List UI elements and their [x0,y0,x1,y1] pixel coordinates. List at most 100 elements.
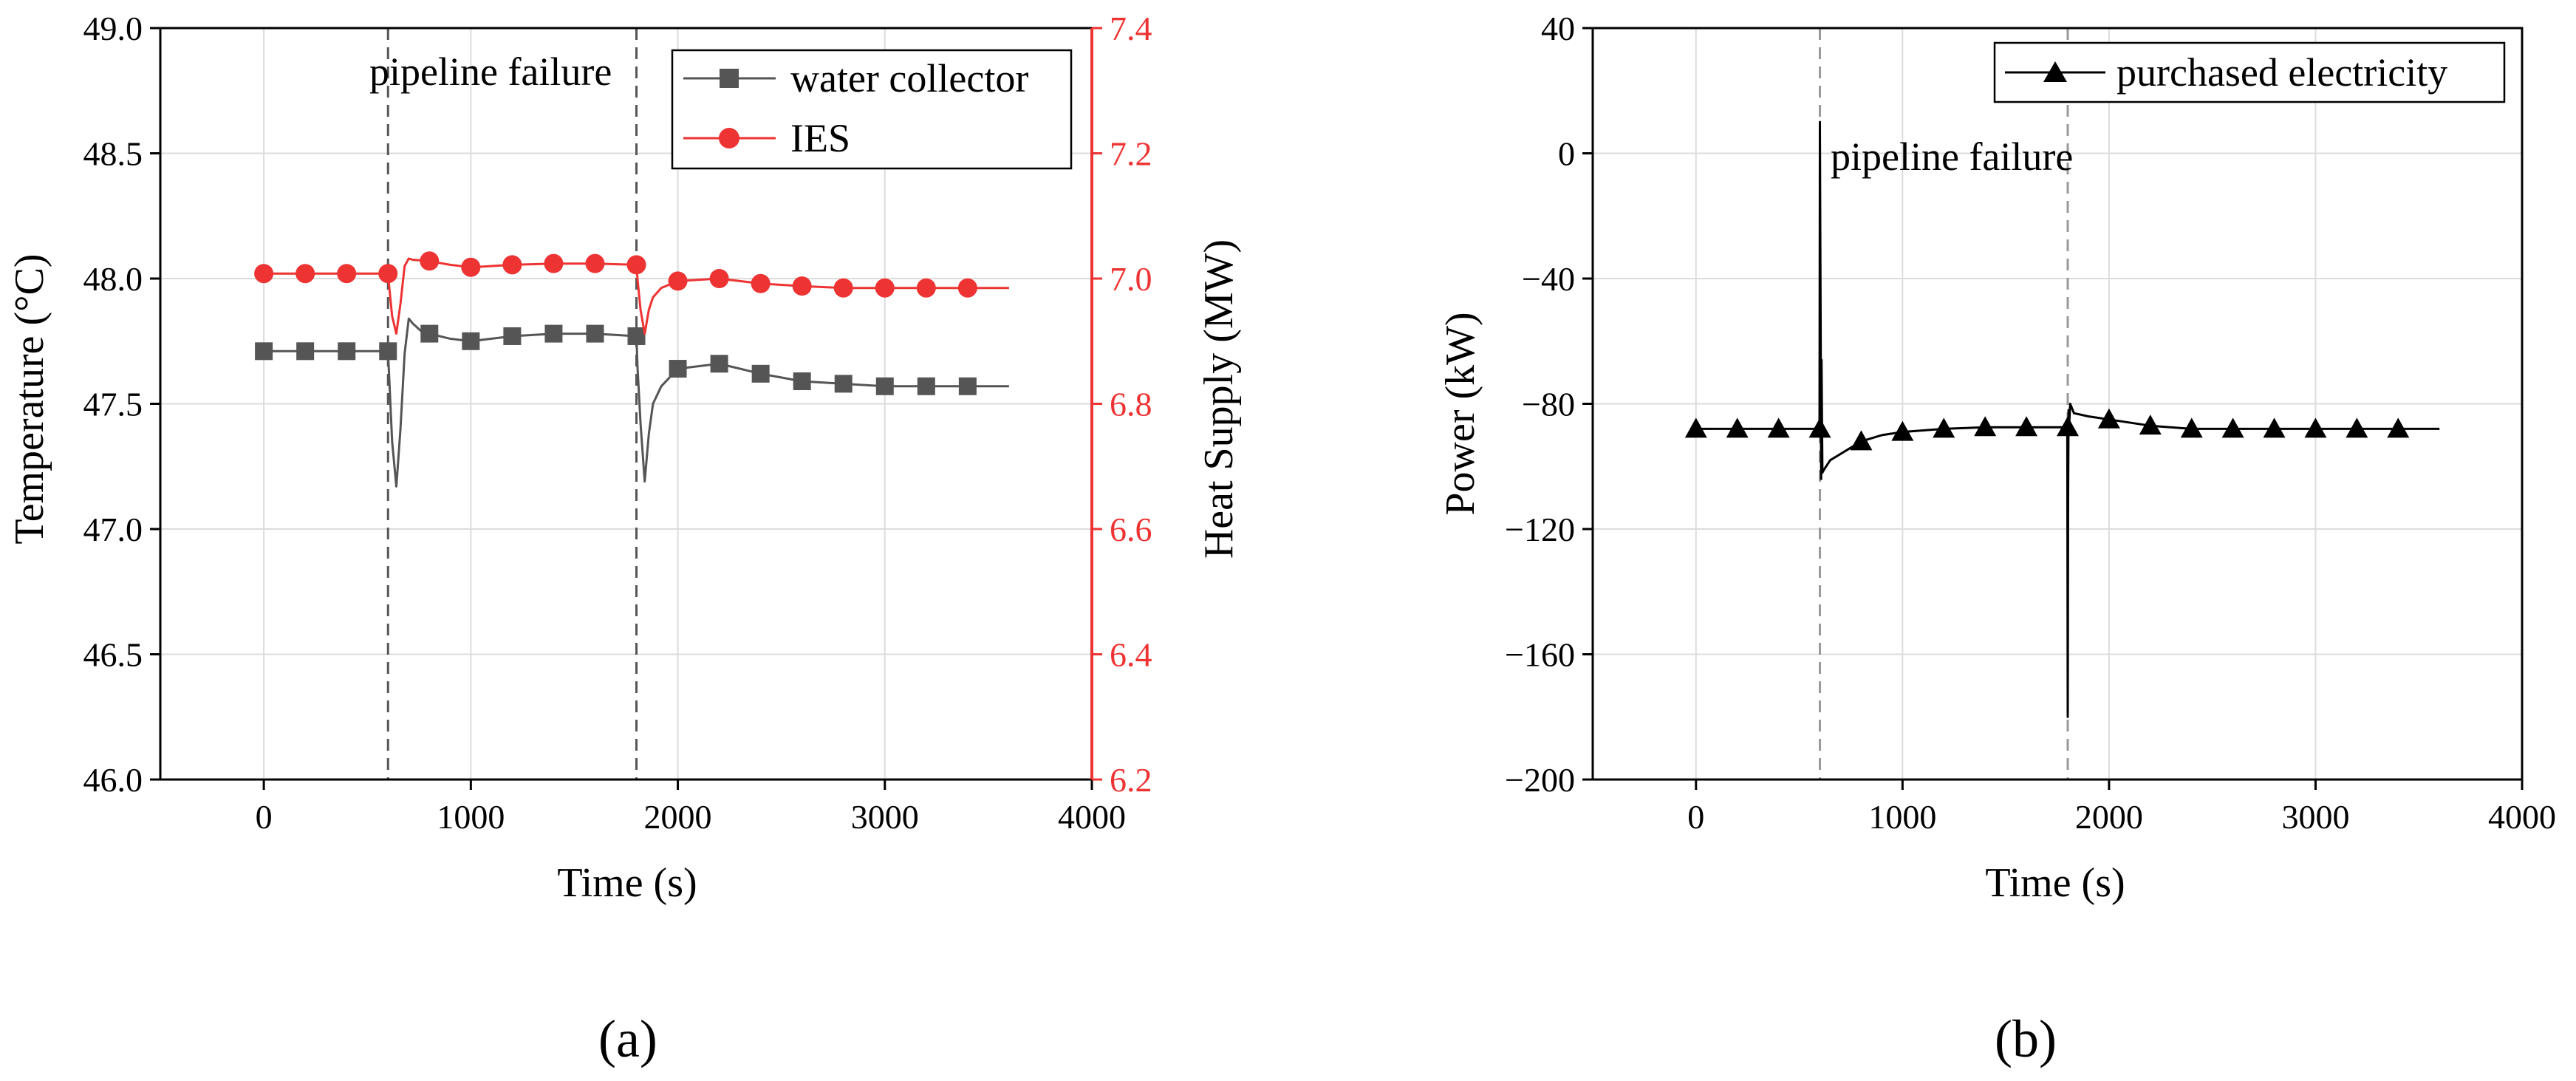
data-point-circle [916,278,936,298]
y2-tick-label: 6.6 [1110,511,1152,548]
panel-b-y-ticks: −200 −160 −120 −80 −40 0 40 [1505,10,1593,799]
y-tick-label: 46.5 [83,636,143,674]
legend-water-collector-label: water collector [790,56,1028,100]
data-point-square [338,342,356,361]
data-point-circle [544,253,564,273]
y-tick-label: 0 [1558,135,1575,173]
data-point-square [875,377,894,395]
data-point-circle [875,278,895,298]
data-point-square [503,327,522,345]
x-tick-label: 4000 [1058,798,1126,836]
panel-b-x-ticks: 0 1000 2000 3000 4000 [1687,780,2556,836]
x-tick-label: 1000 [1868,798,1936,836]
data-point-triangle [2221,417,2244,438]
y2-tick-label: 6.4 [1110,636,1152,674]
panel-a-x-axis-title: Time (s) [557,860,697,906]
y2-tick-label: 7.0 [1110,260,1152,298]
data-point-circle [833,278,853,298]
y-tick-label: 48.0 [83,260,143,298]
legend-water-collector-marker [720,69,739,88]
data-point-circle [585,253,605,273]
y-tick-label: −160 [1505,636,1575,674]
data-point-circle [626,255,646,275]
panel-a-chart: 0 1000 2000 3000 4000 46.0 46.5 47.0 47.5 48.0 48… [7,10,1242,1068]
panel-b-series [1684,120,2440,718]
data-point-circle [461,257,481,277]
panel-a-x-ticks: 0 1000 2000 3000 4000 [256,780,1126,836]
data-point-square [255,342,273,361]
y-tick-label: 46.0 [83,761,143,799]
x-tick-label: 4000 [2488,798,2556,836]
data-point-circle [792,276,812,296]
data-point-circle [420,251,440,271]
panel-a-y-ticks: 46.0 46.5 47.0 47.5 48.0 48.5 49.0 [83,10,160,799]
panel-a-legend: water collector IES [671,49,1073,170]
data-point-circle [378,264,398,284]
data-point-square [544,324,563,343]
panel-a-series [254,251,1009,488]
data-point-triangle [2056,416,2079,437]
data-point-square [296,342,315,361]
data-point-triangle [1974,416,1997,437]
y-tick-label: −120 [1505,511,1575,548]
panel-b-y-axis-title: Power (kW) [1438,312,1483,515]
y-tick-label: 47.0 [83,511,143,548]
data-point-square [462,332,480,350]
data-point-circle [502,255,522,275]
data-point-triangle [2139,415,2162,435]
y2-tick-label: 6.2 [1110,761,1152,799]
data-point-triangle [2304,417,2327,438]
panel-b-annotation-pipeline-failure: pipeline failure [1831,134,2073,179]
data-point-square [627,327,646,345]
y-tick-label: 47.5 [83,386,143,423]
data-point-square [958,377,977,395]
y-tick-label: 40 [1541,10,1575,47]
y-tick-label: −80 [1522,386,1575,423]
y-tick-label: −200 [1505,761,1575,799]
data-point-circle [709,269,729,288]
data-point-square [669,360,687,378]
panel-b-chart: 0 1000 2000 3000 4000 −200−160−120−80−40040 … [1438,10,2556,1068]
y-tick-label: −40 [1522,260,1575,298]
x-tick-label: 0 [1687,798,1704,836]
panel-a-annotation-pipeline-failure: pipeline failure [369,50,612,94]
data-point-square [917,377,935,395]
data-point-triangle [1808,417,1831,438]
y2-tick-label: 7.2 [1110,135,1152,173]
data-point-triangle [2180,417,2203,438]
data-point-square [710,355,728,373]
panel-b-label: (b) [1995,1009,2057,1068]
panel-b-x-axis-title: Time (s) [1985,860,2125,906]
data-point-square [420,324,439,343]
data-point-triangle [2346,417,2368,438]
legend-ies-label: IES [790,116,850,160]
legend-ies-marker [719,128,739,149]
data-point-circle [337,264,357,284]
legend-purchased-electricity-label: purchased electricity [2117,50,2447,95]
data-point-square [586,324,604,343]
data-point-triangle [2097,408,2120,429]
panel-a-label: (a) [598,1009,657,1068]
panel-a-y2-axis-title: Heat Supply (MW) [1196,239,1242,559]
x-tick-label: 3000 [851,798,919,836]
panel-a-failure-lines [386,28,638,780]
y-tick-label: 48.5 [83,135,143,173]
data-point-square [834,375,853,393]
data-point-square [379,342,397,361]
data-point-triangle [2263,417,2286,438]
data-point-triangle [2015,416,2038,437]
y2-tick-label: 6.8 [1110,386,1152,423]
panel-a-y2-ticks: 6.2 6.4 6.6 6.8 7.0 7.2 7.4 [1090,10,1152,799]
data-point-triangle [1850,430,1873,451]
data-point-triangle [1891,420,1914,441]
data-point-triangle [2387,417,2410,438]
data-point-triangle [1767,417,1790,438]
data-point-circle [668,271,688,291]
legend-purchased-electricity-marker [2043,61,2067,82]
y2-tick-label: 7.4 [1110,10,1152,47]
data-point-square [751,364,770,383]
x-tick-label: 2000 [644,798,712,836]
y-tick-label: 49.0 [83,10,143,47]
panel-a-y-axis-title: Temperature (°C) [7,253,52,544]
